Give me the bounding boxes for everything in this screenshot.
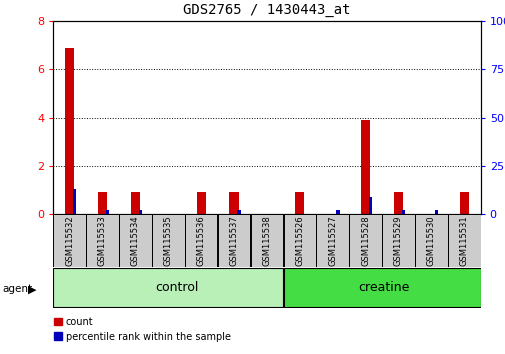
Text: GSM115527: GSM115527 bbox=[328, 215, 336, 266]
Bar bbox=[86, 214, 119, 267]
Text: GSM115529: GSM115529 bbox=[393, 215, 402, 266]
Bar bbox=[65, 48, 74, 214]
Bar bbox=[152, 214, 184, 267]
Text: GSM115535: GSM115535 bbox=[164, 215, 172, 266]
Bar bbox=[348, 214, 381, 267]
Bar bbox=[393, 193, 402, 214]
Bar bbox=[381, 214, 414, 267]
Bar bbox=[459, 193, 468, 214]
Bar bbox=[368, 197, 372, 214]
Bar bbox=[138, 210, 142, 214]
Bar bbox=[316, 214, 348, 267]
Legend: count, percentile rank within the sample: count, percentile rank within the sample bbox=[50, 313, 234, 346]
Bar bbox=[283, 214, 316, 267]
Bar bbox=[229, 193, 238, 214]
Text: GSM115532: GSM115532 bbox=[65, 215, 74, 266]
Text: control: control bbox=[155, 281, 198, 294]
Bar bbox=[294, 193, 304, 214]
Bar bbox=[53, 214, 86, 267]
Bar bbox=[73, 189, 76, 214]
Text: GSM115537: GSM115537 bbox=[229, 215, 238, 266]
Bar bbox=[217, 214, 250, 267]
Bar bbox=[250, 214, 283, 267]
Bar bbox=[283, 268, 480, 307]
Text: ▶: ▶ bbox=[28, 284, 36, 294]
Text: GSM115538: GSM115538 bbox=[262, 215, 271, 266]
Bar bbox=[53, 268, 283, 307]
Text: creatine: creatine bbox=[357, 281, 409, 294]
Bar bbox=[130, 193, 140, 214]
Bar bbox=[196, 193, 206, 214]
Title: GDS2765 / 1430443_at: GDS2765 / 1430443_at bbox=[183, 4, 350, 17]
Bar bbox=[97, 193, 107, 214]
Bar bbox=[119, 214, 152, 267]
Text: GSM115533: GSM115533 bbox=[98, 215, 107, 266]
Text: GSM115531: GSM115531 bbox=[459, 215, 468, 266]
Bar bbox=[184, 214, 217, 267]
Bar bbox=[401, 210, 405, 214]
Bar bbox=[414, 214, 447, 267]
Text: GSM115528: GSM115528 bbox=[361, 215, 369, 266]
Text: GSM115526: GSM115526 bbox=[295, 215, 304, 266]
Bar bbox=[360, 120, 370, 214]
Bar bbox=[335, 210, 339, 214]
Text: agent: agent bbox=[3, 284, 33, 293]
Bar bbox=[106, 210, 109, 214]
Bar bbox=[237, 210, 240, 214]
Bar bbox=[447, 214, 480, 267]
Text: GSM115534: GSM115534 bbox=[131, 215, 139, 266]
Text: GSM115536: GSM115536 bbox=[196, 215, 205, 266]
Bar bbox=[434, 210, 437, 214]
Text: GSM115530: GSM115530 bbox=[426, 215, 435, 266]
